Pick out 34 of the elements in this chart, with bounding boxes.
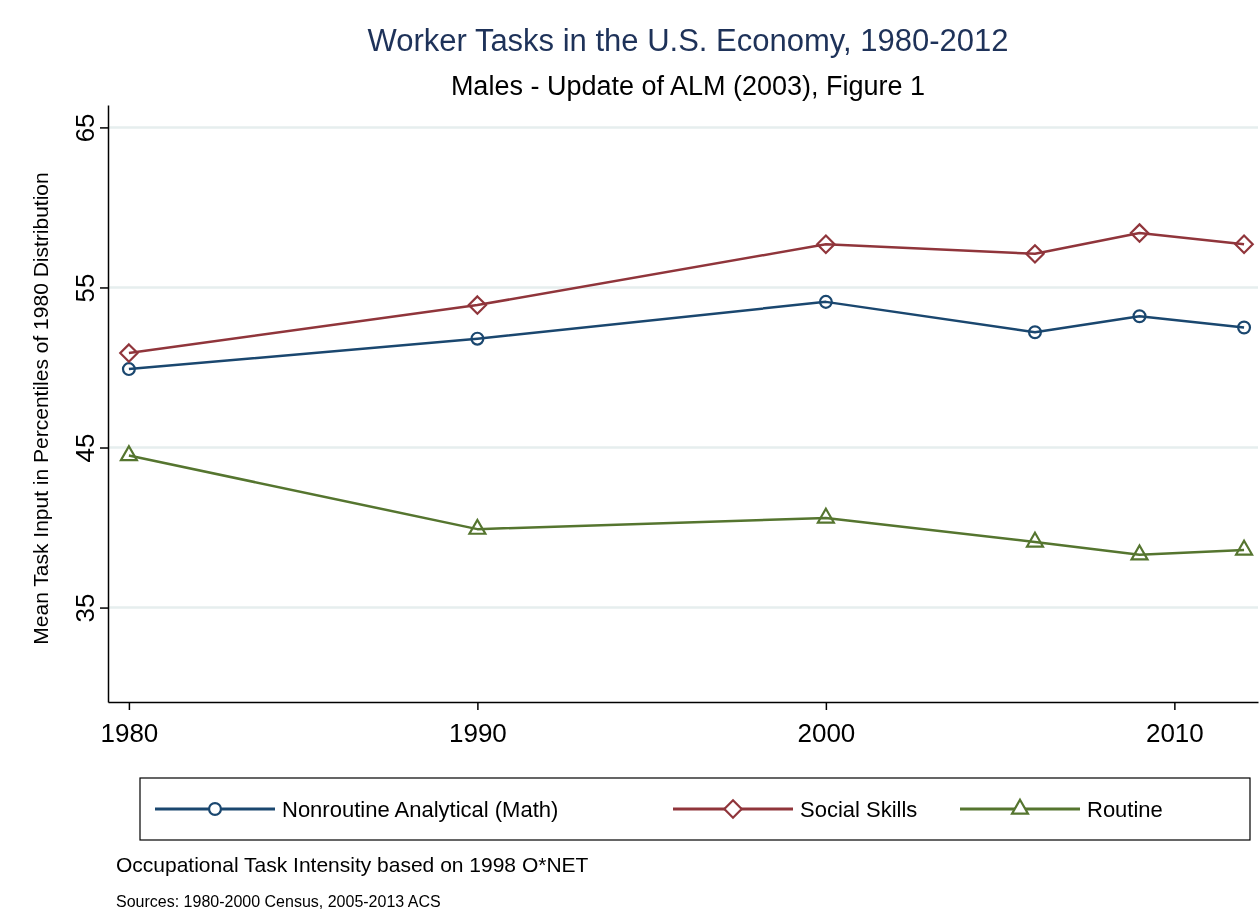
source-note: Sources: 1980-2000 Census, 2005-2013 ACS xyxy=(116,893,441,910)
chart-title: Worker Tasks in the U.S. Economy, 1980-2012 xyxy=(367,23,1009,58)
y-tick-label: 45 xyxy=(70,433,100,463)
point xyxy=(816,507,835,524)
point xyxy=(1025,531,1045,548)
y-tick-label: 65 xyxy=(70,113,100,143)
legend-label: Social Skills xyxy=(800,797,918,822)
point xyxy=(1025,244,1045,264)
point xyxy=(816,234,836,255)
point xyxy=(1130,544,1149,561)
chart-subtitle: Males - Update of ALM (2003), Figure 1 xyxy=(450,71,926,101)
y-axis-title: Mean Task Input in Percentiles of 1980 Distribution xyxy=(29,172,52,645)
legend-label: Nonroutine Analytical (Math) xyxy=(282,797,559,822)
point xyxy=(119,343,139,363)
point xyxy=(467,295,488,315)
y-tick-label: 35 xyxy=(70,593,100,623)
point xyxy=(119,445,138,462)
point xyxy=(1234,539,1254,556)
point xyxy=(1234,234,1254,255)
point xyxy=(1132,309,1147,324)
x-tick-label: 2010 xyxy=(1145,717,1204,748)
point xyxy=(121,362,136,377)
point xyxy=(1027,325,1042,340)
point xyxy=(468,518,487,535)
point xyxy=(818,294,833,309)
legend-label: Routine xyxy=(1087,797,1163,822)
point xyxy=(1237,320,1252,335)
x-tick-label: 1990 xyxy=(448,717,507,748)
point xyxy=(1129,223,1150,243)
x-tick-label: 2000 xyxy=(797,717,856,748)
text: Occupational Task Intensity based on 1998 O*NET xyxy=(116,853,589,876)
point xyxy=(470,331,485,346)
y-tick-label: 55 xyxy=(70,273,100,303)
x-tick-label: 1980 xyxy=(100,717,159,748)
